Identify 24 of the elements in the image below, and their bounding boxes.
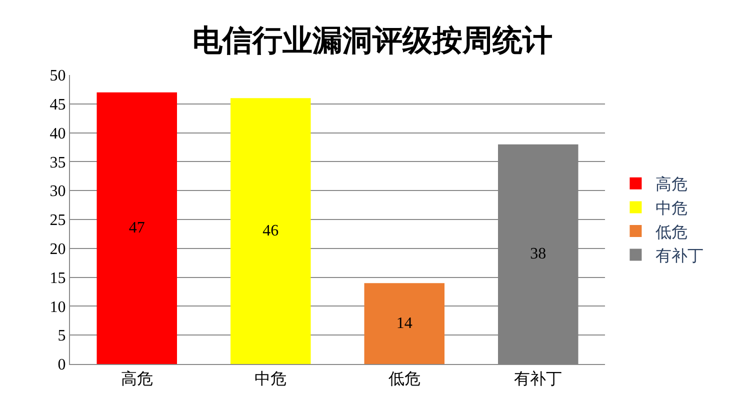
data-label: 38 [530,246,546,263]
y-tick-label: 15 [50,270,66,287]
x-tick-label: 中危 [254,370,287,388]
x-tick-label: 有补丁 [514,370,562,388]
y-tick-label: 10 [50,298,66,316]
y-tick-label: 50 [50,68,66,85]
data-label: 46 [262,222,279,240]
legend-label: 中危 [656,199,688,218]
legend-label: 有补丁 [656,247,704,266]
y-tick-label: 40 [50,125,66,142]
chart-title: 电信行业漏洞评级按周统计 [192,24,552,58]
legend-label: 高危 [656,176,688,194]
y-tick-label: 25 [50,212,66,230]
x-tick-label: 低危 [388,370,420,388]
y-tick-label: 5 [58,328,66,345]
data-label: 14 [396,315,412,332]
y-tick-label: 35 [50,154,66,172]
x-tick-label: 高危 [120,370,153,388]
y-tick-label: 0 [58,356,66,374]
y-tick-label: 30 [50,183,66,200]
y-tick-label: 20 [50,241,66,258]
data-label: 47 [128,220,145,237]
y-tick-label: 45 [50,96,66,114]
legend-label: 低危 [656,223,688,242]
